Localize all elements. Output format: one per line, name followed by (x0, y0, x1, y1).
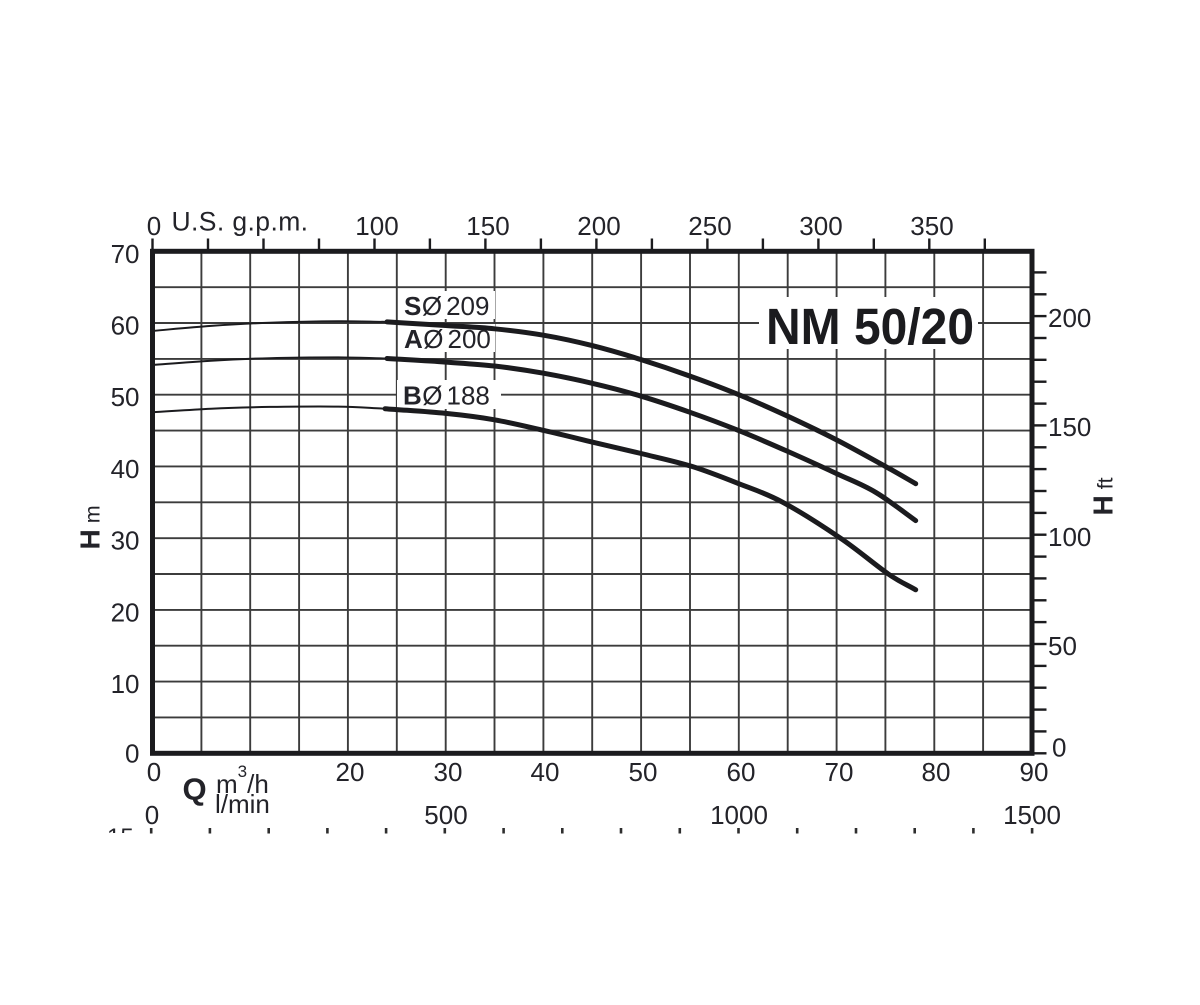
svg-text:50: 50 (1048, 631, 1077, 661)
svg-text:H ft: H ft (1088, 477, 1119, 515)
svg-text:50: 50 (111, 382, 140, 412)
svg-text:40: 40 (111, 454, 140, 484)
svg-text:60: 60 (111, 311, 140, 341)
svg-text:80: 80 (922, 757, 951, 787)
svg-text:70: 70 (825, 757, 854, 787)
svg-text:10: 10 (111, 669, 140, 699)
svg-text:70: 70 (111, 239, 140, 269)
svg-text:150: 150 (1048, 412, 1091, 442)
svg-text:50: 50 (629, 757, 658, 787)
svg-text:0: 0 (147, 757, 161, 787)
svg-text:Q: Q (183, 772, 207, 807)
svg-text:1500: 1500 (1003, 800, 1061, 830)
svg-text:NM 50/20: NM 50/20 (766, 298, 974, 355)
svg-text:30: 30 (434, 757, 463, 787)
svg-text:150: 150 (466, 211, 509, 241)
svg-text:0: 0 (1052, 733, 1066, 763)
svg-text:15: 15 (107, 824, 134, 851)
svg-text:90: 90 (1020, 757, 1049, 787)
svg-text:300: 300 (799, 211, 842, 241)
svg-text:100: 100 (355, 211, 398, 241)
svg-text:350: 350 (910, 211, 953, 241)
svg-text:l/min: l/min (215, 789, 270, 819)
svg-text:40: 40 (531, 757, 560, 787)
svg-text:500: 500 (424, 800, 467, 830)
svg-text:20: 20 (336, 757, 365, 787)
svg-text:60: 60 (727, 757, 756, 787)
svg-text:0: 0 (147, 211, 161, 241)
svg-text:0: 0 (145, 800, 159, 830)
svg-text:20: 20 (111, 597, 140, 627)
svg-text:U.S. g.p.m.: U.S. g.p.m. (172, 207, 309, 237)
svg-text:250: 250 (688, 211, 731, 241)
svg-text:30: 30 (111, 526, 140, 556)
svg-text:H m: H m (75, 505, 106, 549)
svg-text:200: 200 (577, 211, 620, 241)
svg-text:200: 200 (1048, 303, 1091, 333)
svg-text:0: 0 (125, 738, 139, 768)
svg-text:100: 100 (1048, 522, 1091, 552)
svg-text:1000: 1000 (710, 800, 768, 830)
